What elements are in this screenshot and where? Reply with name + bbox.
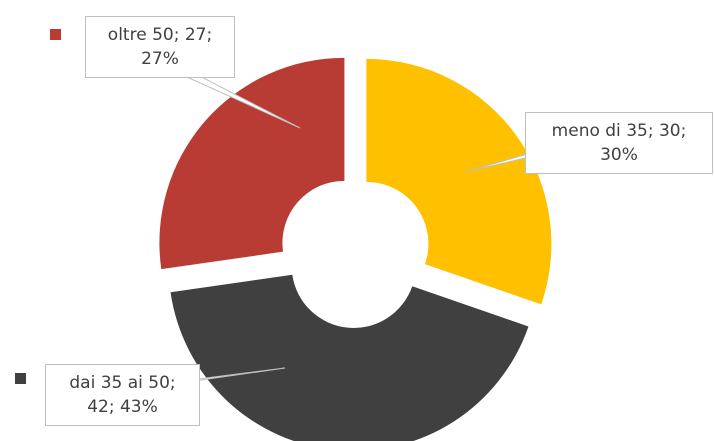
donut-slice (170, 274, 529, 441)
data-label: oltre 50; 27; 27% (85, 16, 235, 78)
legend-marker (15, 373, 26, 384)
data-label: dai 35 ai 50; 42; 43% (45, 364, 200, 426)
data-label: meno di 35; 30; 30% (525, 112, 713, 174)
donut-slice (366, 58, 552, 305)
legend-marker (50, 29, 61, 40)
donut-slice (159, 57, 345, 270)
